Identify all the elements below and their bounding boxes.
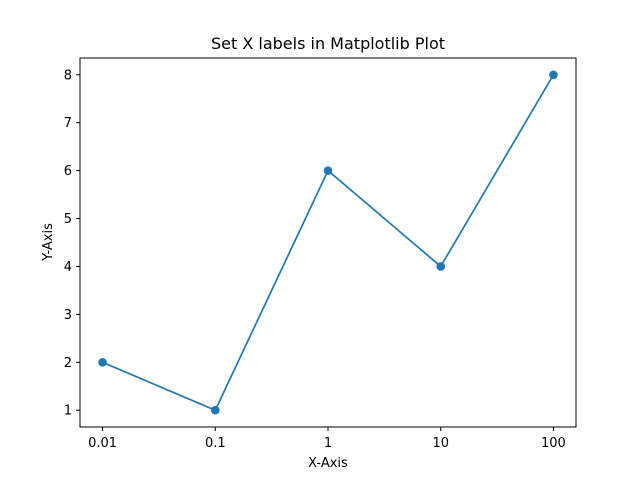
data-point xyxy=(436,262,446,271)
data-point xyxy=(549,70,558,80)
x-tick-label: 0.01 xyxy=(88,436,117,451)
ticks-layer: 0.01 0.1 1 10 100 1 2 3 4 5 6 7 8 xyxy=(64,68,566,451)
y-tick-label: 4 xyxy=(64,260,72,275)
plot-frame xyxy=(79,57,577,428)
y-tick-label: 6 xyxy=(64,164,72,179)
y-axis-label: Y-Axis xyxy=(41,223,56,262)
y-tick-label: 8 xyxy=(64,68,72,83)
y-tick-label: 1 xyxy=(64,404,72,419)
x-tick-label: 0.1 xyxy=(205,436,226,451)
plot-area xyxy=(80,58,576,427)
y-tick-label: 5 xyxy=(64,212,72,227)
data-point xyxy=(98,358,107,367)
chart-title: Set X labels in Matplotlib Plot xyxy=(211,34,445,53)
series-layer xyxy=(98,70,558,415)
y-tick-label: 2 xyxy=(64,356,72,371)
data-point xyxy=(210,405,220,415)
x-tick-label: 10 xyxy=(432,436,449,451)
data-point xyxy=(323,166,333,175)
x-axis-label: X-Axis xyxy=(308,456,348,471)
y-tick-label: 7 xyxy=(64,116,72,131)
y-tick-label: 3 xyxy=(64,308,72,323)
x-tick-label: 1 xyxy=(324,436,332,451)
x-tick-label: 100 xyxy=(541,436,566,451)
